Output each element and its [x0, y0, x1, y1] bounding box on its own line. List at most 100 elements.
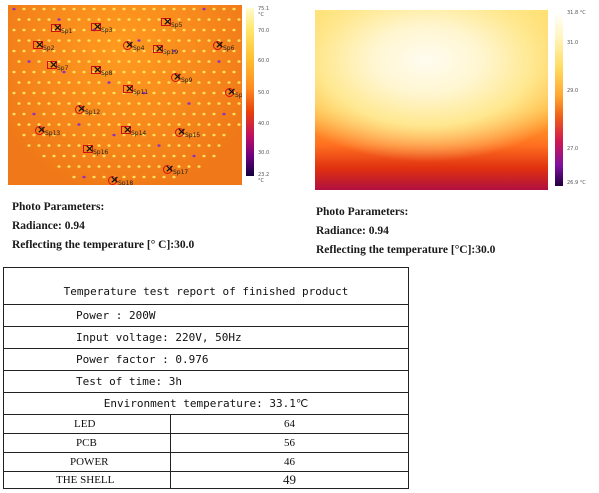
led-dot: [192, 154, 196, 158]
led-dot: [207, 39, 211, 42]
led-dot: [32, 133, 36, 137]
led-dot: [12, 112, 16, 116]
led-dot: [57, 165, 61, 168]
led-dot: [102, 7, 106, 11]
led-dot: [92, 91, 96, 95]
led-dot: [232, 28, 236, 32]
spot-cross-icon: ×: [173, 70, 183, 83]
led-dot: [37, 60, 41, 63]
spot-cross-icon: ×: [93, 63, 103, 76]
led-dot: [157, 60, 161, 63]
report-row-power-component: POWER 46: [4, 452, 408, 471]
led-dot: [152, 91, 156, 95]
led-dot: [102, 28, 106, 32]
led-dot: [132, 133, 136, 137]
led-dot: [47, 81, 51, 84]
spot-label: Sp18: [118, 180, 134, 186]
spot-outline: [75, 105, 84, 114]
led-dot: [52, 154, 56, 158]
spot-outline: [35, 126, 44, 135]
led-dot: [57, 102, 61, 105]
led-dot: [132, 70, 136, 74]
led-dot: [62, 7, 66, 11]
spot-cross-icon: ×: [123, 123, 133, 136]
led-dot: [227, 60, 231, 63]
led-dot: [207, 144, 211, 147]
led-dot: [162, 70, 166, 74]
report-row-led: LED 64: [4, 414, 408, 433]
led-dot: [197, 81, 201, 84]
led-dot: [77, 18, 81, 21]
led-dot: [37, 81, 41, 84]
spot-cross-icon: ×: [177, 125, 187, 138]
led-dot: [77, 102, 81, 105]
params-heading: Photo Parameters:: [316, 206, 409, 218]
led-dot: [202, 49, 206, 53]
led-dot: [237, 123, 241, 126]
led-dot: [172, 91, 176, 95]
led-dot: [87, 18, 91, 21]
led-dot: [122, 175, 126, 179]
led-dot: [57, 123, 61, 126]
led-dot: [187, 144, 191, 147]
spot-outline: [225, 88, 234, 97]
led-dot: [117, 123, 121, 126]
led-dot: [147, 81, 151, 84]
scale-tick: 70.0: [258, 28, 270, 34]
led-dot: [207, 81, 211, 84]
led-dot: [122, 112, 126, 116]
led-dot: [22, 112, 26, 116]
spot-outline: [51, 24, 61, 32]
led-dot: [222, 133, 226, 137]
led-dot: [212, 49, 216, 53]
spot-cross-icon: ×: [155, 42, 165, 55]
led-dot: [157, 165, 161, 168]
led-dot: [32, 7, 36, 11]
led-dot: [157, 39, 161, 42]
spot-outline: [175, 128, 184, 137]
led-dot: [197, 60, 201, 63]
led-dot: [177, 39, 181, 42]
led-dot: [57, 60, 61, 63]
led-dot: [92, 154, 96, 158]
led-dot: [27, 60, 31, 63]
scale-tick-min: 26.9 °C: [567, 180, 586, 186]
led-dot: [87, 123, 91, 126]
led-dot: [212, 133, 216, 137]
led-dot: [17, 81, 21, 84]
led-dot: [202, 112, 206, 116]
led-dot: [192, 28, 196, 32]
led-dot: [182, 154, 186, 158]
led-dot: [122, 154, 126, 158]
spot-outline: [161, 18, 171, 26]
temperature-scale-right: 31.8 °C 31.0 29.0 27.0 26.9 °C: [555, 10, 595, 186]
led-dot: [137, 18, 141, 21]
led-dot: [142, 112, 146, 116]
scale-tick: 30.0: [258, 150, 270, 156]
led-dot: [32, 28, 36, 32]
led-dot: [82, 175, 86, 179]
led-dot: [197, 18, 201, 21]
led-dot: [122, 133, 126, 137]
led-dot: [137, 123, 141, 126]
led-dot: [167, 81, 171, 84]
led-dot: [167, 60, 171, 63]
led-dot: [127, 165, 131, 168]
led-dot: [32, 70, 36, 74]
led-dot: [237, 81, 241, 84]
led-dot: [67, 81, 71, 84]
report-row-power: Power : 200W: [4, 304, 408, 326]
led-dot: [227, 81, 231, 84]
thermal-image-right: [315, 10, 548, 190]
led-dot: [147, 123, 151, 126]
led-dot: [92, 175, 96, 179]
led-dot: [112, 112, 116, 116]
component-value: 64: [284, 418, 295, 430]
led-dot: [117, 165, 121, 168]
led-dot: [127, 144, 131, 147]
led-dot: [117, 39, 121, 42]
params-heading: Photo Parameters:: [12, 201, 105, 213]
led-dot: [137, 165, 141, 168]
led-dot: [212, 28, 216, 32]
led-dot: [57, 39, 61, 42]
